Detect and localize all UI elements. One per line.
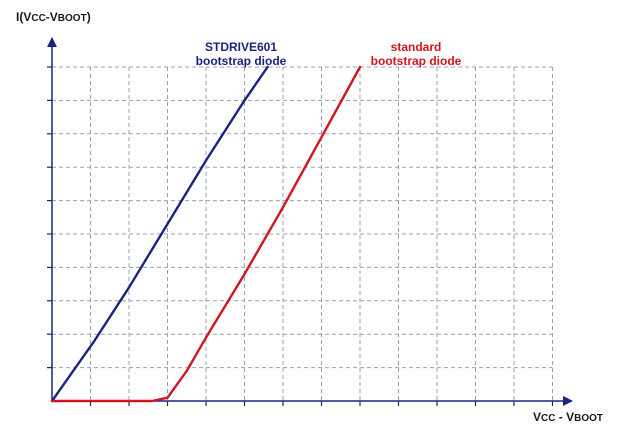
series-group — [50, 65, 362, 403]
y-axis-label: I(VCC-VBOOT) — [16, 10, 91, 24]
legend-stdrive601-line2: bootstrap diode — [195, 54, 287, 68]
legend-stdrive601-line1: STDRIVE601 — [204, 40, 278, 54]
legend-standard-line2: bootstrap diode — [370, 54, 462, 68]
series-line-standard — [50, 65, 362, 403]
ticks — [47, 66, 554, 406]
legend-stdrive601: STDRIVE601 bootstrap diode — [186, 40, 296, 68]
legend-standard: standard bootstrap diode — [356, 40, 476, 68]
grid — [52, 66, 553, 401]
legend-standard-line1: standard — [390, 40, 442, 54]
x-axis-label: VCC - VBOOT — [533, 410, 604, 424]
series-line-stdrive601 — [50, 65, 269, 403]
